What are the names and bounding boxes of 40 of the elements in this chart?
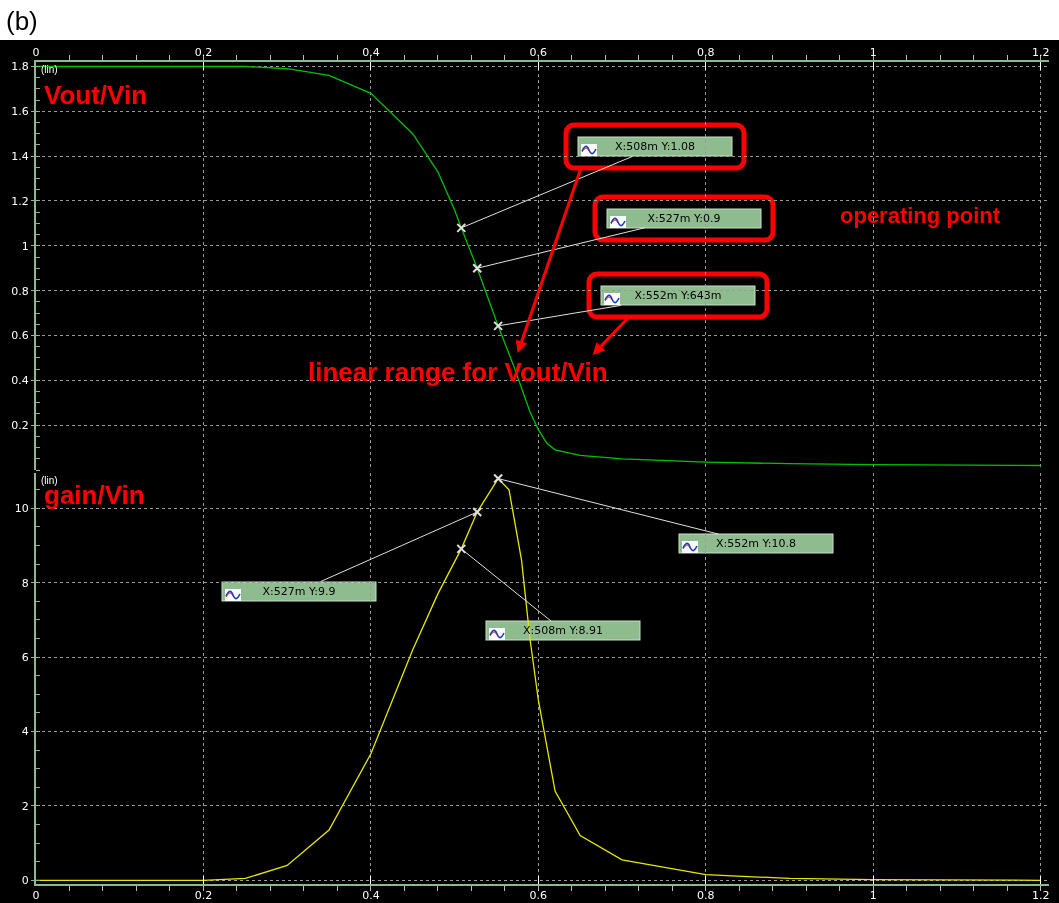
x-tick-label: 0.2 [194, 889, 213, 903]
annotation: (lin) [41, 475, 58, 486]
x-tick-label: 1 [869, 45, 877, 59]
y-tick-label: 1 [21, 239, 29, 253]
y-tick-label: 0.4 [11, 374, 29, 388]
annotation: X:552m Y:10.8 [716, 537, 796, 550]
y-tick-label: 0.2 [11, 419, 29, 433]
x-tick-label: 0 [32, 889, 40, 903]
annotation: X:527m Y:9.9 [262, 585, 336, 598]
x-tick-label: 1.2 [1031, 889, 1050, 903]
x-tick-label: 1 [869, 889, 877, 903]
y-tick-label: 4 [21, 725, 29, 739]
annotation: operating point [840, 203, 1001, 228]
x-tick-label: 0.6 [529, 45, 548, 59]
annotation: X:508m Y:8.91 [523, 624, 603, 637]
y-tick-label: 0.6 [11, 329, 29, 343]
chart-title: (b) [6, 6, 38, 37]
y-tick-label: 1.2 [11, 194, 29, 208]
x-tick-label: 0 [32, 45, 40, 59]
x-tick-label: 0.4 [362, 45, 380, 59]
y-tick-label: 6 [21, 650, 29, 664]
x-tick-label: 1.2 [1031, 45, 1050, 59]
annotation: X:527m Y:0.9 [647, 212, 721, 225]
x-tick-label: 0.8 [697, 889, 715, 903]
annotation: (lin) [41, 64, 58, 75]
y-tick-label: 2 [21, 799, 29, 813]
annotation: Vout/Vin [44, 80, 148, 110]
y-tick-label: 0 [21, 874, 29, 888]
y-tick-label: 1.4 [11, 150, 29, 163]
y-tick-label: 8 [21, 576, 29, 590]
y-tick-label: 1.6 [11, 105, 29, 119]
annotation: X:552m Y:643m [634, 289, 722, 302]
y-tick-label: 1.8 [11, 60, 29, 74]
x-tick-label: 0.2 [194, 45, 213, 59]
y-tick-label: 0.8 [11, 284, 29, 298]
annotation: X:508m Y:1.08 [615, 140, 695, 153]
x-tick-label: 0.4 [362, 889, 380, 903]
y-tick-label: 10 [14, 502, 29, 516]
x-tick-label: 0.6 [529, 889, 548, 903]
x-tick-label: 0.8 [697, 45, 715, 59]
